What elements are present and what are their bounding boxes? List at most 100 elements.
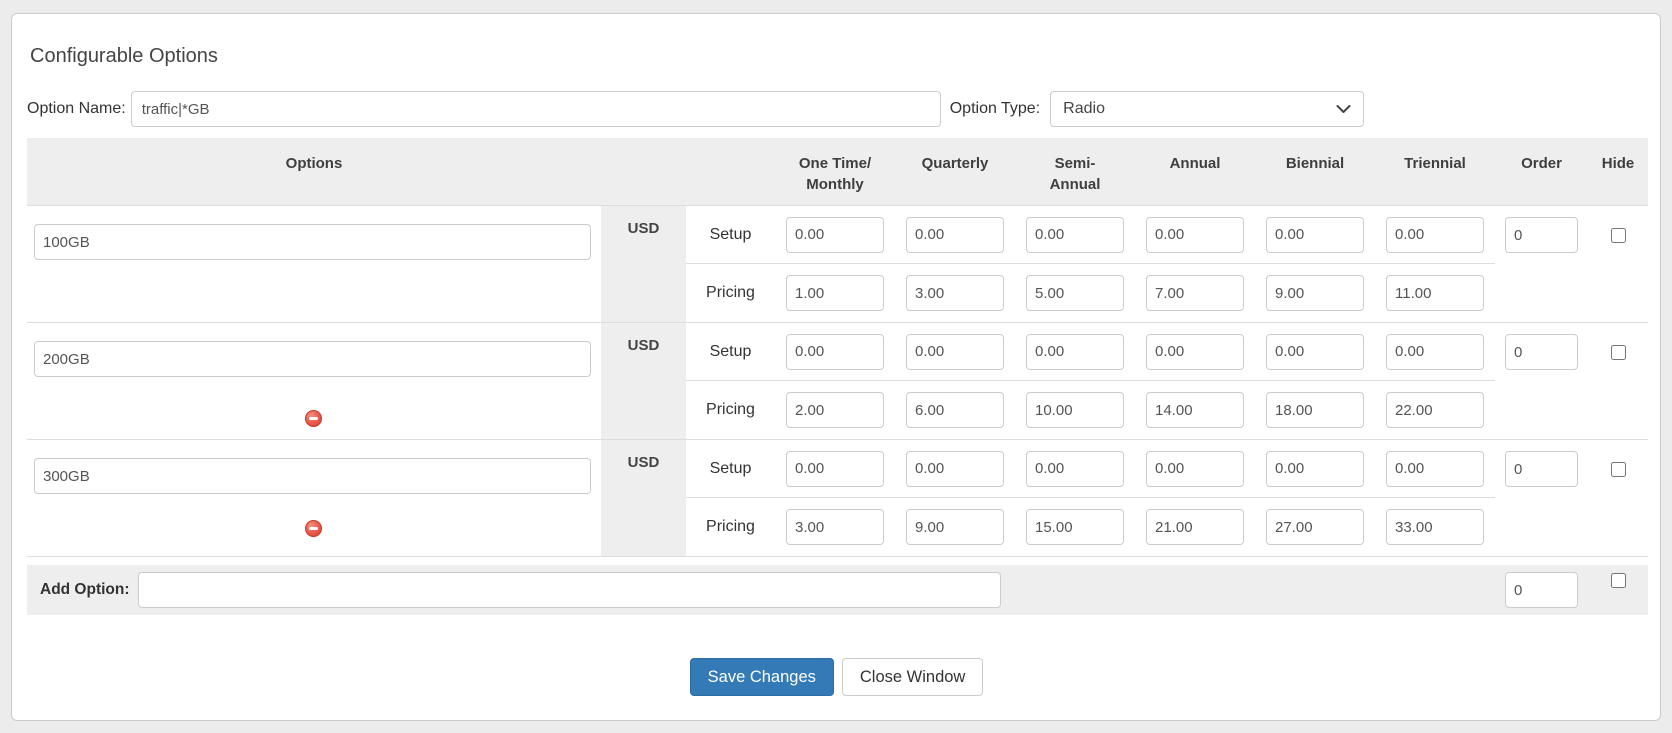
setup-price-input[interactable] — [1146, 450, 1244, 487]
options-pricing-table: Options One Time/ Monthly Quarterly Semi… — [27, 138, 1648, 557]
setup-row-label: Setup — [686, 323, 775, 381]
price-cell — [1135, 323, 1255, 381]
option-form-row: Option Name: Option Type: Radio — [27, 91, 1646, 127]
hide-cell — [1588, 206, 1648, 264]
pricing-price-input[interactable] — [1386, 509, 1484, 545]
pricing-price-input[interactable] — [1146, 392, 1244, 428]
setup-row-label: Setup — [686, 206, 775, 264]
option-name-input[interactable] — [130, 91, 941, 127]
currency-label: USD — [601, 323, 686, 439]
close-window-button[interactable]: Close Window — [841, 658, 984, 696]
action-buttons: Save Changes Close Window — [27, 658, 1646, 696]
price-cell — [1375, 206, 1495, 264]
price-cell — [1135, 206, 1255, 264]
pricing-price-input[interactable] — [1266, 392, 1364, 428]
price-cell — [1135, 381, 1255, 439]
setup-price-input[interactable] — [1026, 333, 1124, 370]
remove-option-icon[interactable] — [305, 410, 322, 427]
setup-price-input[interactable] — [1146, 333, 1244, 370]
price-cell — [895, 206, 1015, 264]
pricing-price-input[interactable] — [786, 392, 884, 428]
price-cell — [1255, 206, 1375, 264]
setup-price-input[interactable] — [1386, 333, 1484, 370]
price-cell — [1135, 440, 1255, 498]
order-input[interactable] — [1505, 217, 1578, 253]
setup-price-input[interactable] — [1386, 216, 1484, 253]
hide-checkbox[interactable] — [1610, 344, 1626, 360]
pricing-price-input[interactable] — [906, 509, 1004, 545]
add-option-hide-checkbox[interactable] — [1610, 573, 1626, 588]
setup-price-input[interactable] — [1386, 450, 1484, 487]
pricing-price-input[interactable] — [1146, 509, 1244, 545]
save-changes-button[interactable]: Save Changes — [689, 658, 834, 696]
pricing-price-input[interactable] — [906, 275, 1004, 311]
pricing-price-input[interactable] — [1026, 275, 1124, 311]
price-cell — [1015, 264, 1135, 322]
option-value-input[interactable] — [34, 224, 591, 260]
header-triennial: Triennial — [1404, 155, 1466, 172]
option-type-select[interactable]: Radio — [1050, 91, 1365, 127]
pricing-price-input[interactable] — [1146, 275, 1244, 311]
order-cell — [1495, 206, 1588, 264]
order-input[interactable] — [1505, 334, 1578, 370]
option-name-cell — [27, 323, 601, 439]
price-cell — [1375, 264, 1495, 322]
pricing-price-input[interactable] — [1266, 509, 1364, 545]
setup-price-input[interactable] — [906, 216, 1004, 253]
setup-price-input[interactable] — [906, 450, 1004, 487]
hide-cell — [1588, 440, 1648, 498]
page-title: Configurable Options — [30, 45, 218, 67]
add-option-hide-cell — [1588, 573, 1648, 588]
add-option-order-input[interactable] — [1505, 572, 1578, 608]
hide-checkbox[interactable] — [1610, 461, 1626, 477]
add-option-input[interactable] — [137, 572, 1001, 608]
header-semiannual: Semi- Annual — [1049, 155, 1101, 193]
pricing-price-input[interactable] — [1266, 275, 1364, 311]
header-hide: Hide — [1601, 155, 1635, 172]
option-value-input[interactable] — [34, 458, 591, 494]
remove-option-icon[interactable] — [305, 520, 322, 537]
setup-price-input[interactable] — [786, 216, 884, 253]
option-value-input[interactable] — [34, 341, 591, 377]
option-name-cell — [27, 440, 601, 556]
pricing-price-input[interactable] — [786, 509, 884, 545]
header-biennial: Biennial — [1285, 155, 1345, 172]
header-spacer-label — [686, 138, 775, 205]
option-row-200gb: USD Setup Pricing — [27, 322, 1648, 439]
setup-price-input[interactable] — [1266, 333, 1364, 370]
option-name-cell — [27, 206, 601, 322]
pricing-price-input[interactable] — [1026, 392, 1124, 428]
price-cell — [895, 264, 1015, 322]
add-option-row: Add Option: — [27, 565, 1648, 615]
pricing-price-input[interactable] — [1386, 392, 1484, 428]
pricing-price-input[interactable] — [1026, 509, 1124, 545]
hide-checkbox[interactable] — [1610, 227, 1626, 243]
header-quarterly: Quarterly — [921, 155, 989, 172]
option-type-label: Option Type: — [949, 100, 1041, 117]
hide-cell — [1588, 323, 1648, 381]
setup-price-input[interactable] — [1146, 216, 1244, 253]
price-cell — [1255, 381, 1375, 439]
setup-price-input[interactable] — [906, 333, 1004, 370]
setup-price-input[interactable] — [1026, 450, 1124, 487]
price-cell — [1375, 323, 1495, 381]
pricing-price-input[interactable] — [1386, 275, 1484, 311]
setup-price-input[interactable] — [1266, 216, 1364, 253]
price-cell — [1015, 440, 1135, 498]
header-onetime-monthly: One Time/ Monthly — [798, 155, 872, 193]
option-name-label: Option Name: — [27, 100, 126, 117]
configurable-options-panel: Configurable Options Option Name: Option… — [11, 13, 1661, 721]
setup-price-input[interactable] — [1266, 450, 1364, 487]
setup-row-label: Setup — [686, 440, 775, 498]
price-cell — [775, 323, 895, 381]
price-cell — [1015, 323, 1135, 381]
order-input[interactable] — [1505, 451, 1578, 487]
setup-price-input[interactable] — [1026, 216, 1124, 253]
price-cell — [1015, 498, 1135, 556]
pricing-price-input[interactable] — [906, 392, 1004, 428]
price-cell — [1255, 323, 1375, 381]
pricing-price-input[interactable] — [786, 275, 884, 311]
option-type-selected-value: Radio — [1063, 100, 1105, 117]
setup-price-input[interactable] — [786, 450, 884, 487]
setup-price-input[interactable] — [786, 333, 884, 370]
